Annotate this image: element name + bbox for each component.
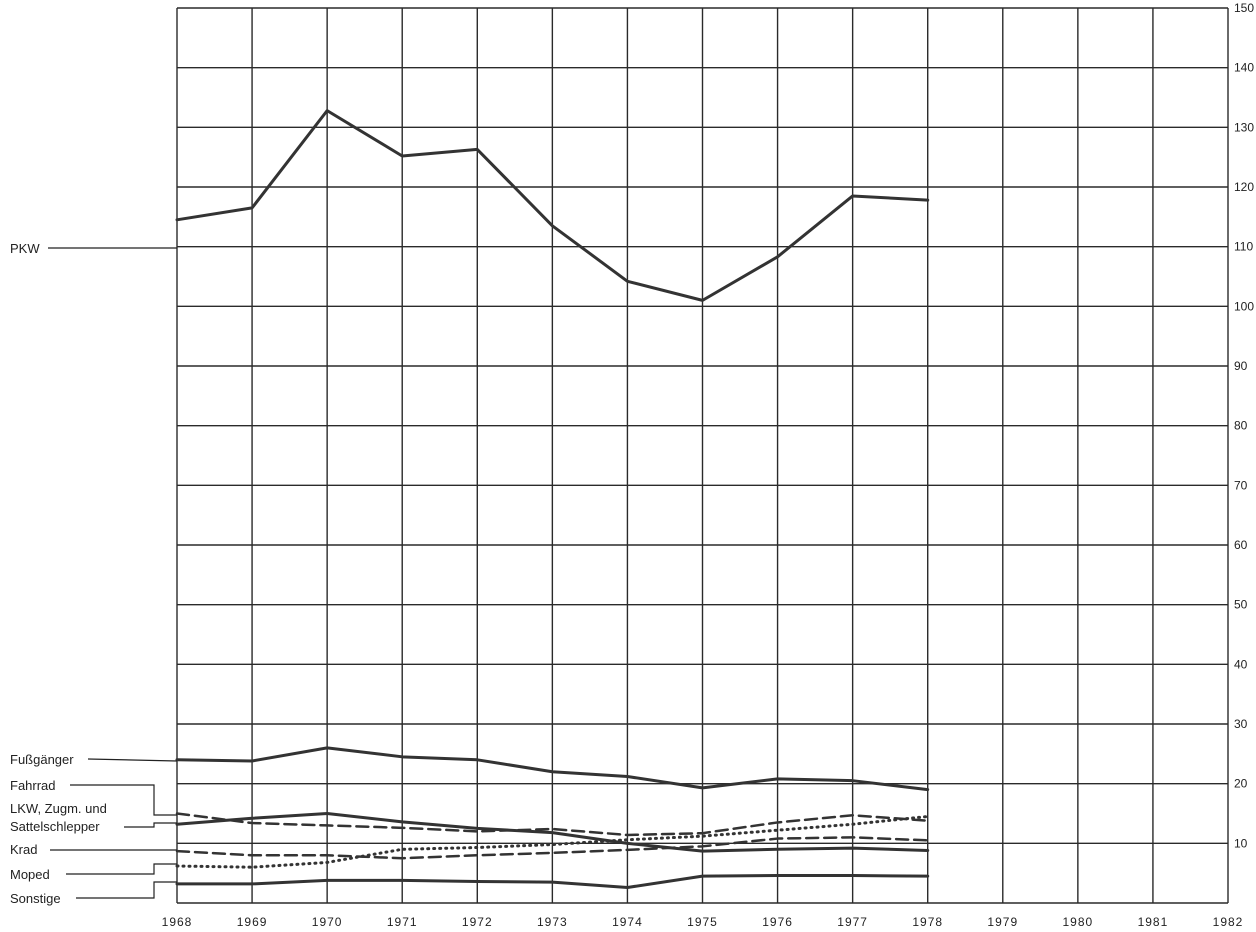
y-tick-label: 130: [1234, 120, 1254, 134]
y-tick-label: 40: [1234, 657, 1248, 671]
legend-label-moped: Moped: [10, 867, 50, 882]
series-line-fußgänger: [175, 746, 930, 792]
y-tick-label: 30: [1234, 717, 1248, 731]
x-tick-label: 1979: [987, 915, 1018, 929]
x-tick-label: 1976: [762, 915, 793, 929]
y-tick-label: 100: [1234, 299, 1254, 313]
x-tick-label: 1977: [837, 915, 868, 929]
legend-leader-fussgaenger: [87, 758, 178, 762]
legend-leader-moped: [66, 863, 177, 875]
y-tick-label: 150: [1234, 1, 1254, 15]
y-tick-label: 110: [1234, 240, 1253, 254]
x-tick-label: 1978: [912, 915, 943, 929]
y-tick-label: 140: [1234, 61, 1254, 75]
legend-label-sonstige: Sonstige: [10, 891, 61, 906]
legend-label-lkw-line2: Sattelschlepper: [10, 819, 100, 834]
x-tick-label: 1972: [462, 915, 493, 929]
x-tick-label: 1975: [687, 915, 718, 929]
series-line-sonstige: [175, 874, 930, 889]
series-legend: PKW Fußgänger Fahrrad LKW, Zugm. und Sat…: [10, 241, 178, 906]
legend-label-pkw: PKW: [10, 241, 40, 256]
series-line-pkw: [175, 109, 930, 302]
legend-leader-lkw: [124, 822, 177, 828]
y-tick-label: 20: [1234, 777, 1248, 791]
x-tick-label: 1969: [237, 915, 268, 929]
y-tick-label: 80: [1234, 419, 1248, 433]
y-tick-label: 10: [1234, 836, 1248, 850]
x-tick-label: 1968: [162, 915, 193, 929]
x-tick-label: 1974: [612, 915, 643, 929]
x-tick-label: 1982: [1213, 915, 1244, 929]
legend-label-fussgaenger: Fußgänger: [10, 752, 74, 767]
y-tick-label: 120: [1234, 180, 1254, 194]
y-tick-label: 50: [1234, 598, 1248, 612]
y-tick-label: 60: [1234, 538, 1248, 552]
series-line-fahrrad: [175, 812, 929, 837]
x-tick-label: 1970: [312, 915, 343, 929]
y-axis-tick-labels: 10 20 30 40 50 60 70 80 90 100 110 120 130 140 150: [1234, 1, 1254, 850]
chart-grid: [176, 7, 1229, 904]
legend-label-fahrrad: Fahrrad: [10, 778, 56, 793]
series-layer: [175, 109, 930, 889]
x-tick-label: 1973: [537, 915, 568, 929]
x-tick-label: 1981: [1138, 915, 1169, 929]
series-line-moped: [175, 814, 930, 869]
x-tick-label: 1980: [1063, 915, 1094, 929]
y-tick-label: 90: [1234, 359, 1248, 373]
series-line-lkw-zugm-und-sattelschlepper: [175, 812, 930, 853]
legend-leader-sonstige: [76, 881, 177, 899]
legend-label-lkw-line1: LKW, Zugm. und: [10, 801, 107, 816]
series-line-krad: [175, 836, 929, 860]
legend-leader-fahrrad: [70, 784, 177, 816]
legend-label-krad: Krad: [10, 842, 37, 857]
x-tick-label: 1971: [387, 915, 418, 929]
x-axis-tick-labels: 1968 1969 1970 1971 1972 1973 1974 1975 1976 1977…: [162, 915, 1244, 929]
y-tick-label: 70: [1234, 478, 1248, 492]
